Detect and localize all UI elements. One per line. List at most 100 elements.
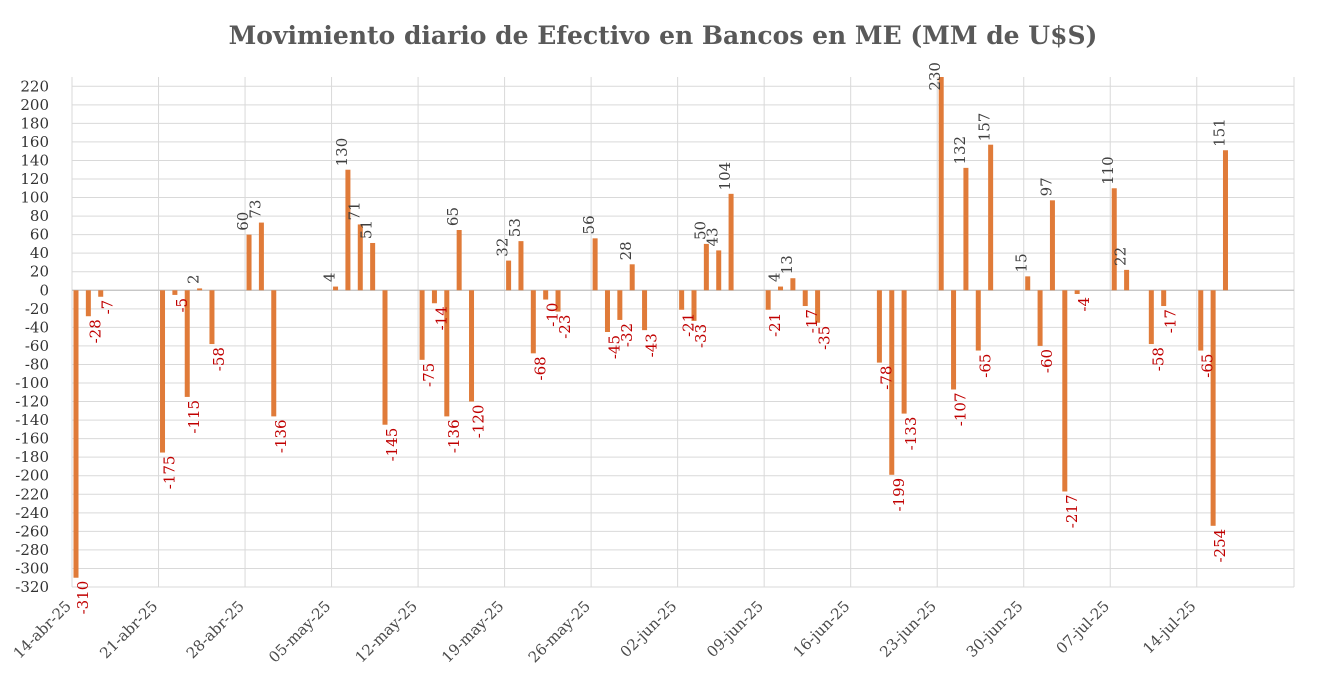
data-label: -32 <box>618 323 636 347</box>
bar <box>975 290 981 351</box>
bar <box>419 290 425 360</box>
y-tick-label: 20 <box>30 263 49 281</box>
bar <box>604 290 610 332</box>
data-label: -7 <box>99 300 117 315</box>
data-label: 2 <box>185 274 203 284</box>
data-label: -136 <box>272 419 290 453</box>
data-label: 4 <box>766 273 784 283</box>
bar <box>1049 200 1055 291</box>
bar <box>172 290 178 295</box>
data-label: 60 <box>234 212 252 231</box>
bar <box>951 290 957 390</box>
data-label: -115 <box>185 400 203 434</box>
data-label: -4 <box>1075 297 1093 312</box>
data-label: 56 <box>580 215 598 234</box>
bar <box>271 290 277 417</box>
data-label: -21 <box>680 313 698 337</box>
data-label: 4 <box>321 273 339 283</box>
y-tick-label: -140 <box>15 411 49 429</box>
x-tick-label: 30-jun-25 <box>963 597 1027 661</box>
data-label: -35 <box>816 326 834 350</box>
y-tick-label: 100 <box>20 189 49 207</box>
x-tick-label: 05-may-25 <box>265 597 334 666</box>
bar <box>1161 290 1167 307</box>
bar <box>246 234 252 291</box>
bar <box>1210 290 1216 526</box>
y-tick-label: -200 <box>15 467 49 485</box>
data-label: -58 <box>210 347 228 371</box>
y-tick-label: -160 <box>15 430 49 448</box>
bar <box>469 290 475 402</box>
x-tick-label: 21-abr-25 <box>96 597 161 662</box>
bar <box>197 288 203 291</box>
data-label: 13 <box>778 255 796 274</box>
bar <box>258 222 264 291</box>
data-label: 104 <box>716 162 734 191</box>
data-label: -33 <box>692 324 710 348</box>
bar <box>444 290 450 417</box>
chart-title: Movimiento diario de Efectivo en Bancos … <box>229 21 1098 50</box>
data-label: -28 <box>86 319 104 343</box>
x-tick-label: 16-jun-25 <box>790 597 854 661</box>
bar <box>679 290 685 310</box>
y-tick-label: 120 <box>20 170 49 188</box>
data-label: 50 <box>691 221 709 240</box>
y-tick-label: 60 <box>30 226 49 244</box>
y-axis-ticks: 220200180160140120100806040200-20-40-60-… <box>15 77 49 596</box>
data-label: -14 <box>432 306 450 330</box>
y-tick-label: -100 <box>15 374 49 392</box>
bar <box>1124 269 1130 291</box>
data-label: -136 <box>445 419 463 453</box>
bar <box>728 193 734 291</box>
data-label: -45 <box>605 335 623 359</box>
bar <box>530 290 536 354</box>
bar <box>876 290 882 363</box>
data-label: -120 <box>470 405 488 439</box>
bar <box>938 77 944 291</box>
data-label: -78 <box>877 366 895 390</box>
data-label: 157 <box>976 113 994 142</box>
y-tick-label: 80 <box>30 207 49 225</box>
y-tick-label: 220 <box>20 77 49 95</box>
bar <box>1222 150 1228 291</box>
bar <box>1037 290 1043 346</box>
bar <box>1198 290 1204 351</box>
data-label: 53 <box>506 218 524 237</box>
data-label: 110 <box>1099 156 1117 185</box>
y-tick-label: -240 <box>15 504 49 522</box>
data-label: -145 <box>383 428 401 462</box>
bar <box>802 290 808 307</box>
bar <box>345 169 351 291</box>
bar <box>629 264 635 291</box>
bar <box>778 286 784 291</box>
data-label: -175 <box>161 456 179 490</box>
data-label: -58 <box>1149 347 1167 371</box>
bar <box>184 290 190 397</box>
data-label: 22 <box>1112 247 1130 266</box>
y-tick-label: 0 <box>39 281 49 299</box>
y-tick-label: -60 <box>25 337 49 355</box>
data-label: 51 <box>358 220 376 239</box>
data-label: -5 <box>173 298 191 313</box>
x-tick-label: 23-jun-25 <box>876 597 940 661</box>
data-label: 73 <box>246 200 264 219</box>
bar <box>518 241 524 291</box>
bar <box>382 290 388 425</box>
y-tick-label: -280 <box>15 541 49 559</box>
y-tick-label: -300 <box>15 559 49 577</box>
bar <box>1111 188 1117 291</box>
data-label: 151 <box>1210 118 1228 147</box>
data-label: -75 <box>420 363 438 387</box>
x-tick-label: 09-jun-25 <box>703 597 767 661</box>
bar <box>592 238 598 291</box>
bar <box>98 290 104 297</box>
x-axis-ticks: 14-abr-25 21-abr-25 28-abr-25 05-may-25 12-m… <box>10 597 1200 666</box>
data-label: -60 <box>1038 349 1056 373</box>
y-tick-label: -320 <box>15 578 49 596</box>
bar <box>370 242 376 291</box>
data-label: -65 <box>1199 354 1217 378</box>
x-tick-label: 07-jul-25 <box>1053 597 1113 657</box>
data-label: 230 <box>926 62 944 91</box>
bar <box>85 290 91 317</box>
